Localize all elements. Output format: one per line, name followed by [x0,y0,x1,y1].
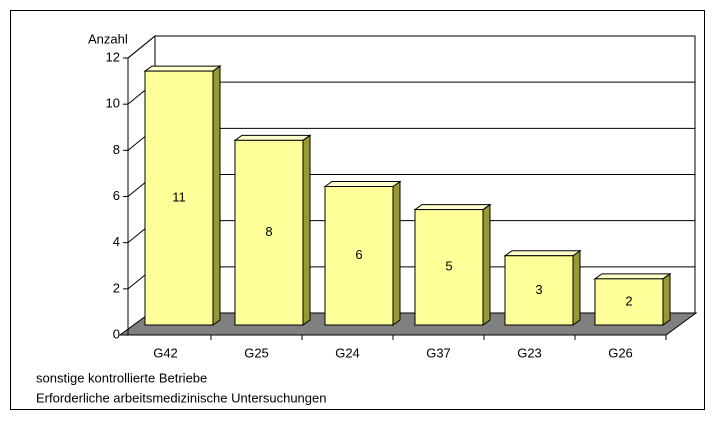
bar-side [482,203,491,326]
data-label: 5 [445,259,452,274]
bar [504,255,574,326]
bar [414,209,484,326]
x-tick-label: G26 [608,345,633,360]
bar-side [662,272,671,326]
x-tick-label: G23 [517,345,542,360]
data-label: 8 [265,224,272,239]
x-tick-label: G24 [335,345,360,360]
y-tick-label: 12 [106,49,120,64]
data-label: 3 [535,282,542,297]
x-tick-label: G37 [426,345,451,360]
y-tick-label: 0 [113,326,120,341]
bar [144,70,214,326]
bar-top [503,250,582,257]
bar-side [392,180,401,326]
x-tick-label: G25 [244,345,269,360]
y-tick-label: 10 [106,96,120,111]
x-tick-label: G42 [153,345,178,360]
annotation: Erforderliche arbeitsmedizinische Unters… [36,390,326,405]
y-tick-label: 2 [113,280,120,295]
annotation: sonstige kontrollierte Betriebe [36,370,207,385]
grid-line [127,35,695,59]
bar-top [233,134,312,141]
bar [324,186,394,326]
bar-top [593,273,672,280]
bar [594,278,664,326]
data-label: 11 [172,189,186,204]
data-label: 6 [355,247,362,262]
y-axis-label: Anzahl [88,31,128,46]
data-label: 2 [625,293,632,308]
bar-side [572,249,581,326]
bar-top [143,65,222,72]
bar-side [212,65,221,326]
bar-top [323,181,402,187]
y-tick-label: 8 [113,142,120,157]
y-tick-label: 4 [113,234,120,249]
bar-side [302,134,311,326]
bar [234,139,304,326]
y-tick-label: 6 [113,188,120,203]
bar-top [413,204,492,211]
